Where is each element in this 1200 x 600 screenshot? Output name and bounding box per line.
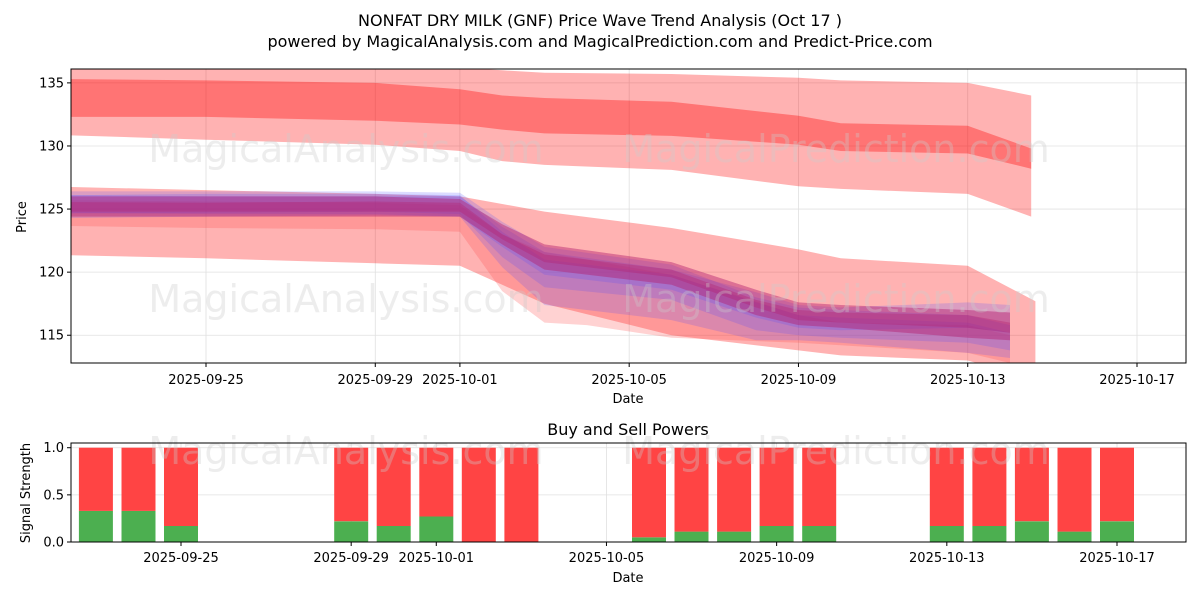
price-y-label: Price	[15, 201, 30, 233]
buy-bar-5	[419, 516, 454, 542]
wave-band-purple-wave-2	[71, 201, 1010, 333]
price-ytick-label-2: 125	[39, 203, 64, 218]
signal-plot-frame	[70, 442, 1187, 543]
price-plot: MagicalAnalysis.com MagicalPrediction.co…	[15, 68, 1187, 407]
sell-bar-12	[802, 447, 837, 526]
signal-xtick-label-4: 2025-10-09	[739, 551, 815, 566]
signal-plot: Buy and Sell Powers MagicalAnalysis.com …	[19, 420, 1187, 586]
buy-bar-17	[1100, 521, 1134, 542]
sell-bar-14	[972, 447, 1007, 526]
sell-bar-7	[504, 447, 539, 542]
signal-ytick-label-2: 1.0	[43, 441, 64, 456]
price-watermarks: MagicalAnalysis.com MagicalPrediction.co…	[148, 127, 1049, 321]
signal-xtick-label-3: 2025-10-05	[569, 551, 645, 566]
price-xtick-label-1: 2025-09-29	[337, 373, 413, 388]
watermark-prediction-2: MagicalPrediction.com	[622, 277, 1050, 321]
signal-xtick-label-0: 2025-09-25	[143, 551, 219, 566]
buy-bar-16	[1057, 531, 1092, 542]
price-grid	[71, 69, 1186, 363]
sell-bar-5	[419, 447, 454, 517]
sell-bar-11	[759, 447, 794, 526]
chart-title-line2: powered by MagicalAnalysis.com and Magic…	[267, 32, 932, 51]
signal-xtick-label-6: 2025-10-17	[1079, 551, 1155, 566]
price-xtick-label-6: 2025-10-17	[1099, 373, 1175, 388]
wave-band-blue-wave-2	[71, 193, 1010, 351]
buy-bar-2	[164, 526, 198, 542]
sell-bar-0	[78, 447, 113, 511]
signal-y-label: Signal Strength	[19, 443, 34, 543]
sell-bar-4	[376, 447, 411, 526]
buy-bar-0	[78, 510, 113, 542]
watermark-analysis-3: MagicalAnalysis.com	[148, 429, 543, 473]
price-xtick-label-2: 2025-10-01	[422, 373, 498, 388]
price-y-ticks: 115 120 125 130 135	[39, 76, 71, 344]
buy-bar-13	[929, 526, 964, 542]
signal-xtick-label-2: 2025-10-01	[398, 551, 474, 566]
buy-bar-4	[376, 526, 411, 542]
signal-y-ticks: 0.0 0.5 1.0	[43, 441, 71, 551]
signal-x-label: Date	[612, 571, 643, 586]
wave-band-upper-wave-inner	[71, 79, 1032, 169]
signal-ytick-label-1: 0.5	[43, 488, 64, 503]
buy-bar-14	[972, 526, 1007, 542]
sell-bar-8	[632, 447, 666, 538]
watermark-analysis-2: MagicalAnalysis.com	[148, 277, 543, 321]
signal-xtick-label-1: 2025-09-29	[313, 551, 389, 566]
signal-xtick-label-5: 2025-10-13	[909, 551, 985, 566]
price-xtick-label-0: 2025-09-25	[168, 373, 244, 388]
price-xtick-label-4: 2025-10-09	[761, 373, 837, 388]
signal-title: Buy and Sell Powers	[547, 420, 709, 439]
price-ytick-label-4: 135	[39, 76, 64, 91]
sell-bar-13	[929, 447, 964, 526]
buy-bar-1	[121, 510, 156, 542]
wave-band-lower-wave-light	[71, 200, 1010, 363]
price-x-ticks: 2025-09-25 2025-09-29 2025-10-01 2025-10-05…	[168, 363, 1175, 388]
buy-bar-9	[674, 531, 709, 542]
price-ytick-label-3: 130	[39, 139, 64, 154]
buy-bar-12	[802, 526, 837, 542]
price-x-label: Date	[612, 392, 643, 407]
wave-band-upper-wave-outer	[71, 69, 1032, 217]
buy-bar-3	[334, 521, 369, 542]
price-xtick-label-5: 2025-10-13	[930, 373, 1006, 388]
sell-bar-15	[1014, 447, 1049, 522]
sell-bar-1	[121, 447, 156, 511]
price-ytick-label-0: 115	[39, 329, 64, 344]
wave-band-blue-wave-1	[71, 191, 1010, 358]
wave-band-blue-wave-3	[71, 195, 1010, 333]
signal-x-ticks: 2025-09-25 2025-09-29 2025-10-01 2025-10-05…	[143, 542, 1155, 566]
chart-title-line1: NONFAT DRY MILK (GNF) Price Wave Trend A…	[358, 11, 842, 30]
price-plot-frame	[70, 68, 1187, 364]
watermark-prediction: MagicalPrediction.com	[622, 127, 1050, 171]
signal-ytick-label-0: 0.0	[43, 536, 64, 551]
sell-bar-9	[674, 447, 709, 532]
sell-bar-17	[1100, 447, 1134, 522]
price-xtick-label-3: 2025-10-05	[591, 373, 667, 388]
buy-bar-15	[1014, 521, 1049, 542]
wave-band-lower-wave-outer	[71, 187, 1036, 363]
buy-bar-8	[632, 537, 666, 542]
buy-bar-10	[717, 531, 752, 542]
sell-bar-16	[1057, 447, 1092, 532]
signal-watermarks: MagicalAnalysis.com MagicalPrediction.co…	[148, 429, 1049, 473]
sell-bar-3	[334, 447, 369, 522]
watermark-prediction-3: MagicalPrediction.com	[622, 429, 1050, 473]
sell-bar-10	[717, 447, 752, 532]
price-ytick-label-1: 120	[39, 266, 64, 281]
wave-band-purple-wave-1	[71, 196, 1010, 341]
buy-bar-11	[759, 526, 794, 542]
sell-bar-6	[461, 447, 496, 542]
price-waves	[71, 69, 1036, 363]
watermark-analysis: MagicalAnalysis.com	[148, 127, 543, 171]
sell-bar-2	[164, 447, 198, 526]
signal-bars	[78, 447, 1134, 542]
